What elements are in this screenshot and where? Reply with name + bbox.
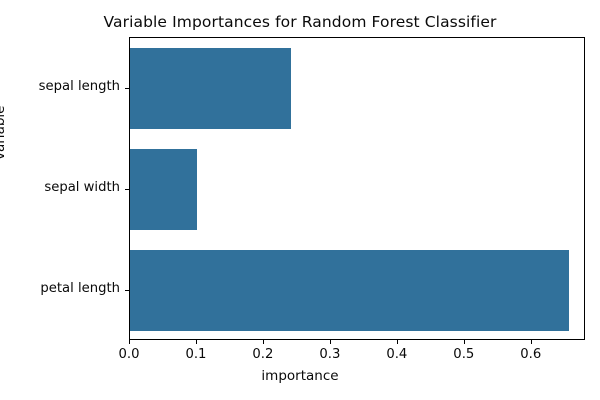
- x-axis-label: importance: [261, 368, 339, 384]
- bars-layer: [130, 38, 584, 339]
- y-tick-label: sepal length: [38, 78, 120, 94]
- x-tick-label: 0.5: [453, 347, 475, 362]
- x-tick-mark: [329, 340, 332, 344]
- chart-title: Variable Importances for Random Forest C…: [103, 13, 497, 31]
- x-tick-mark: [463, 340, 466, 344]
- x-tick-mark: [262, 340, 265, 344]
- plot-area: [129, 37, 585, 340]
- bar: [130, 149, 197, 230]
- y-tick-mark: [125, 87, 129, 89]
- x-tick-label: 0.4: [386, 347, 408, 362]
- x-tick-label: 0.2: [252, 347, 274, 362]
- y-tick-label: petal length: [40, 280, 120, 296]
- x-tick-mark: [396, 340, 399, 344]
- x-tick-label: 0.1: [185, 347, 207, 362]
- x-tick-mark: [129, 340, 131, 344]
- x-tick-mark: [195, 340, 198, 344]
- bar: [130, 250, 569, 331]
- x-tick-mark: [530, 340, 533, 344]
- y-axis-label: variable: [0, 105, 8, 160]
- x-tick-label: 0.6: [520, 347, 542, 362]
- y-tick-mark: [125, 289, 129, 291]
- bar: [130, 48, 291, 129]
- y-tick-label: sepal width: [44, 179, 120, 195]
- y-tick-mark: [125, 188, 129, 190]
- x-tick-label: 0.0: [118, 347, 140, 362]
- x-tick-label: 0.3: [319, 347, 341, 362]
